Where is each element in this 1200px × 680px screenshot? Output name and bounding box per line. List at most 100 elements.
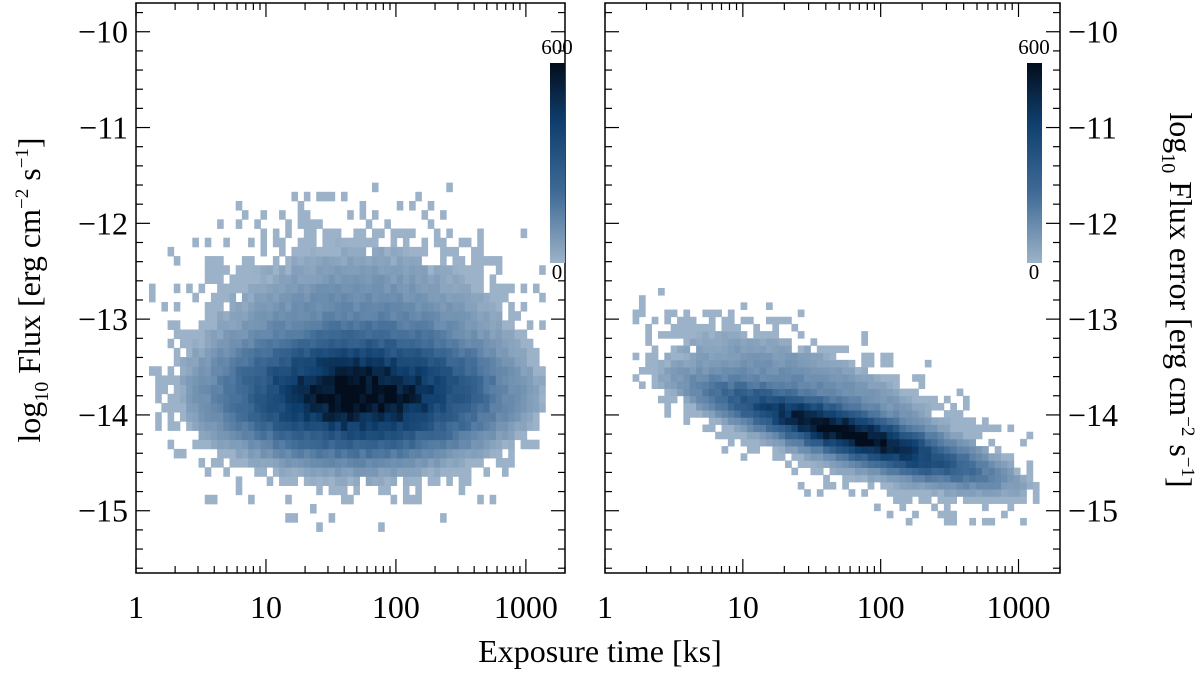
heatmap-cell [943, 496, 951, 504]
heatmap-cell [186, 338, 193, 349]
heatmap-cell [217, 274, 224, 285]
heatmap-cell [396, 467, 404, 477]
heatmap-cell [328, 458, 336, 468]
heatmap-cell [489, 357, 497, 367]
heatmap-cell [433, 320, 441, 330]
heatmap-cell [753, 395, 761, 404]
heatmap-cell [471, 448, 478, 459]
heatmap-cell [471, 402, 478, 413]
heatmap-cell [823, 453, 830, 461]
heatmap-cell [303, 228, 311, 239]
heatmap-cell [861, 410, 869, 418]
heatmap-cell [982, 481, 989, 490]
heatmap-cell [452, 357, 460, 367]
heatmap-cell [192, 439, 199, 450]
heatmap-cell [427, 320, 435, 330]
heatmap-cell [279, 237, 286, 248]
heatmap-cell [440, 347, 447, 358]
heatmap-cell [823, 402, 830, 411]
heatmap-cell [539, 402, 546, 413]
heatmap-cell [328, 412, 336, 422]
heatmap-cell [943, 395, 951, 404]
heatmap-cell [198, 412, 206, 422]
heatmap-cell [785, 446, 792, 454]
heatmap-cell [489, 301, 497, 312]
heatmap-cell [303, 311, 311, 321]
y-tick-label: −10 [1068, 14, 1118, 50]
heatmap-cell [638, 381, 646, 389]
heatmap-cell [365, 283, 373, 294]
heatmap-cell [785, 352, 792, 361]
heatmap-cell [931, 503, 938, 512]
heatmap-cell [489, 375, 497, 385]
heatmap-cell [842, 395, 849, 404]
heatmap-cell [514, 357, 521, 367]
heatmap-cell [409, 476, 416, 486]
heatmap-cell [651, 367, 659, 375]
heatmap-cell [746, 367, 754, 375]
heatmap-cell [415, 384, 422, 395]
heatmap-cell [937, 431, 945, 440]
heatmap-cell [483, 338, 491, 349]
heatmap-cell [664, 316, 672, 325]
heatmap-cell [514, 384, 521, 395]
heatmap-cell [248, 421, 255, 431]
heatmap-cell [905, 431, 913, 440]
heatmap-cell [452, 292, 460, 303]
heatmap-cell [303, 274, 311, 285]
heatmap-cell [508, 458, 515, 468]
heatmap-cell [316, 347, 323, 358]
heatmap-cell [316, 329, 323, 340]
heatmap-cell [359, 384, 367, 395]
heatmap-cell [235, 412, 243, 422]
heatmap-cell [746, 316, 754, 325]
heatmap-cell [415, 274, 422, 285]
heatmap-cell [254, 274, 261, 285]
heatmap-cell [924, 438, 932, 447]
heatmap-cell [931, 489, 938, 497]
heatmap-cell [835, 431, 843, 440]
heatmap-cell [229, 458, 237, 468]
heatmap-cells-right [632, 288, 1040, 526]
heatmap-cell [708, 424, 716, 433]
heatmap-cell [328, 366, 336, 376]
heatmap-cell [452, 393, 460, 404]
heatmap-cell [950, 438, 957, 447]
heatmap-cell [464, 430, 472, 441]
heatmap-cell [746, 438, 754, 447]
heatmap-cell [378, 485, 385, 496]
heatmap-cell [347, 448, 354, 459]
heatmap-cell [279, 301, 286, 312]
heatmap-cell [969, 496, 977, 504]
heatmap-cell [446, 301, 453, 312]
heatmap-cell [353, 430, 360, 441]
heatmap-cell [279, 412, 286, 422]
heatmap-cell [785, 410, 792, 418]
heatmap-cell [670, 381, 678, 389]
heatmap-cell [316, 219, 323, 229]
heatmap-cell [969, 460, 977, 469]
heatmap-cell [279, 402, 286, 413]
heatmap-cell [402, 292, 410, 303]
heatmap-cell [772, 431, 780, 440]
heatmap-cell [495, 256, 503, 266]
heatmap-cell [427, 265, 435, 275]
heatmap-cell [297, 292, 305, 303]
heatmap-cell [1001, 460, 1008, 469]
heatmap-cell [384, 384, 391, 395]
heatmap-cell [409, 366, 416, 376]
heatmap-cell [539, 366, 546, 376]
heatmap-cell [899, 417, 907, 425]
heatmap-cell [384, 256, 391, 266]
heatmap-cell [446, 421, 453, 431]
heatmap-cell [334, 292, 342, 303]
heatmap-cell [785, 388, 792, 397]
heatmap-cell [759, 402, 767, 411]
heatmap-cell [1001, 481, 1008, 490]
heatmap-cell [1026, 474, 1034, 483]
heatmap-cell [962, 460, 970, 469]
left-panel: 1 10 100 1000−10−11−12−13−14−15 600 0 log10… [11, 2, 573, 625]
heatmap-cell [905, 489, 913, 497]
heatmap-cell [316, 191, 323, 202]
heatmap-cell [396, 256, 404, 266]
